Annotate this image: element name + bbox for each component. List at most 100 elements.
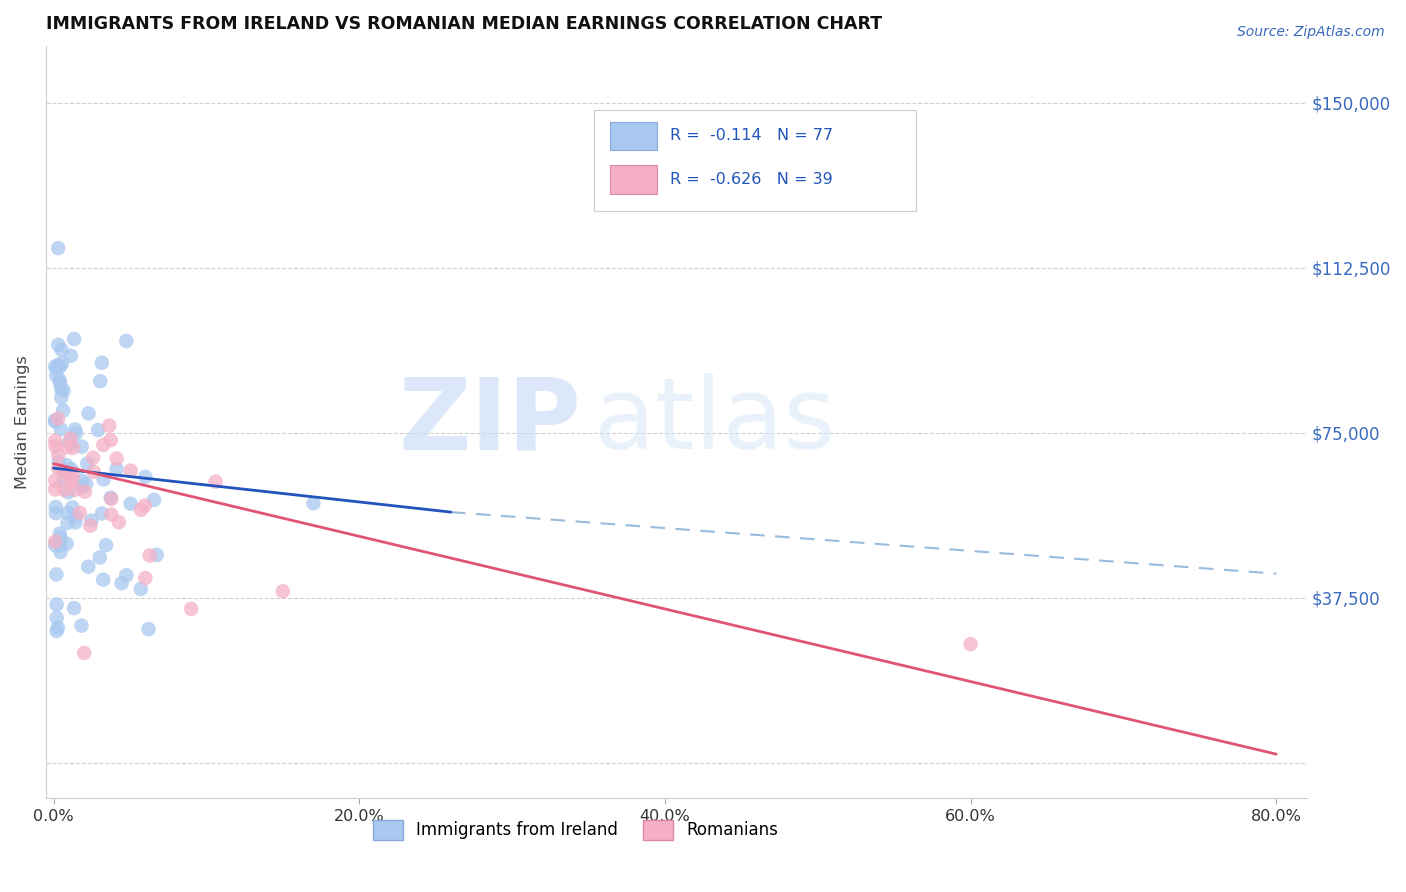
Point bbox=[51, 391, 73, 405]
Point bbox=[100, 508, 122, 522]
Point bbox=[52, 463, 75, 477]
Point bbox=[45, 506, 67, 520]
Point bbox=[48, 358, 70, 372]
Point bbox=[59, 349, 82, 363]
Point bbox=[58, 485, 80, 500]
Point bbox=[46, 241, 69, 255]
Point bbox=[70, 474, 93, 488]
Point bbox=[120, 497, 142, 511]
Point bbox=[100, 433, 122, 447]
Point bbox=[75, 476, 97, 491]
Y-axis label: Median Earnings: Median Earnings bbox=[15, 355, 30, 489]
Point bbox=[108, 515, 131, 529]
Point bbox=[134, 499, 156, 513]
Point bbox=[53, 483, 76, 497]
Point bbox=[44, 434, 66, 448]
Point bbox=[46, 338, 69, 352]
Point bbox=[138, 622, 160, 636]
Point bbox=[959, 637, 981, 651]
Point bbox=[79, 518, 101, 533]
Point bbox=[48, 455, 70, 469]
Point bbox=[87, 423, 110, 437]
Point bbox=[45, 624, 67, 638]
Point bbox=[51, 343, 73, 357]
Point bbox=[44, 415, 66, 429]
Point bbox=[83, 465, 105, 479]
Point bbox=[49, 538, 72, 552]
Point bbox=[58, 434, 80, 449]
Point bbox=[45, 500, 67, 514]
Point bbox=[69, 506, 91, 520]
Point bbox=[56, 516, 79, 530]
Text: R =  -0.114   N = 77: R = -0.114 N = 77 bbox=[671, 128, 834, 144]
Point bbox=[53, 467, 76, 481]
Point bbox=[143, 492, 166, 507]
Point bbox=[46, 448, 69, 462]
Text: Source: ZipAtlas.com: Source: ZipAtlas.com bbox=[1237, 25, 1385, 39]
Point bbox=[80, 514, 103, 528]
Point bbox=[52, 384, 75, 398]
Point bbox=[70, 440, 93, 454]
Point bbox=[204, 475, 226, 489]
Point bbox=[100, 491, 122, 506]
Point bbox=[65, 516, 87, 530]
Point bbox=[59, 432, 82, 446]
Point bbox=[45, 567, 67, 582]
Point bbox=[49, 422, 72, 436]
Legend: Immigrants from Ireland, Romanians: Immigrants from Ireland, Romanians bbox=[366, 814, 785, 847]
Point bbox=[129, 582, 152, 596]
Point bbox=[48, 373, 70, 387]
Point bbox=[98, 418, 121, 433]
Bar bbox=[610, 121, 658, 150]
Point bbox=[77, 559, 100, 574]
Point bbox=[51, 382, 73, 396]
Point bbox=[65, 426, 87, 441]
Point bbox=[45, 598, 67, 612]
Text: ZIP: ZIP bbox=[399, 374, 582, 470]
Point bbox=[120, 464, 142, 478]
Point bbox=[93, 472, 115, 486]
Point bbox=[302, 496, 325, 510]
Point bbox=[89, 550, 111, 565]
Point bbox=[63, 483, 86, 497]
Text: atlas: atlas bbox=[595, 374, 837, 470]
Point bbox=[46, 621, 69, 635]
Point bbox=[62, 470, 84, 484]
Point bbox=[59, 475, 82, 490]
Point bbox=[49, 376, 72, 390]
Point bbox=[138, 549, 160, 563]
Point bbox=[44, 538, 66, 552]
Point bbox=[115, 334, 138, 348]
Point bbox=[145, 548, 167, 562]
Point bbox=[59, 467, 82, 481]
FancyBboxPatch shape bbox=[595, 110, 915, 211]
Point bbox=[49, 526, 72, 541]
Point bbox=[60, 500, 83, 515]
Point bbox=[45, 361, 67, 376]
Point bbox=[44, 483, 66, 497]
Point bbox=[52, 403, 75, 417]
Point bbox=[110, 576, 132, 591]
Point bbox=[134, 470, 156, 484]
Point bbox=[65, 509, 87, 524]
Point bbox=[45, 611, 67, 625]
Point bbox=[60, 462, 83, 476]
Point bbox=[63, 601, 86, 615]
Point bbox=[49, 545, 72, 559]
Point bbox=[45, 368, 67, 383]
Point bbox=[56, 440, 79, 454]
Point bbox=[134, 571, 156, 585]
Point bbox=[70, 480, 93, 494]
Point bbox=[76, 457, 98, 471]
Point bbox=[45, 439, 67, 453]
Point bbox=[82, 450, 104, 465]
Text: R =  -0.626   N = 39: R = -0.626 N = 39 bbox=[671, 172, 832, 187]
Text: IMMIGRANTS FROM IRELAND VS ROMANIAN MEDIAN EARNINGS CORRELATION CHART: IMMIGRANTS FROM IRELAND VS ROMANIAN MEDI… bbox=[46, 15, 882, 33]
Point bbox=[73, 646, 96, 660]
Point bbox=[63, 332, 86, 346]
Point bbox=[46, 411, 69, 425]
Point bbox=[90, 356, 112, 370]
Point bbox=[56, 506, 79, 520]
Point bbox=[70, 618, 93, 632]
Point bbox=[44, 359, 66, 374]
